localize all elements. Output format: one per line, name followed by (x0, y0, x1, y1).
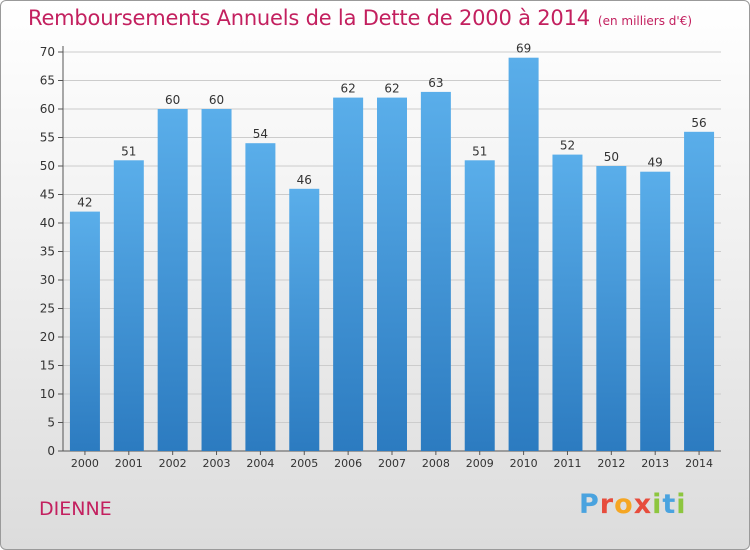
y-tick-label: 15 (40, 359, 55, 373)
logo-letter: i (676, 489, 687, 520)
logo-letter: x (633, 489, 653, 520)
x-tick-label: 2000 (71, 457, 99, 470)
bar (289, 188, 320, 452)
data-label: 60 (165, 93, 180, 107)
proxiti-logo: Proxiti (579, 489, 687, 520)
bar (245, 143, 276, 451)
y-tick-label: 40 (40, 216, 55, 230)
x-tick-label: 2010 (510, 457, 538, 470)
x-tick-label: 2001 (115, 457, 143, 470)
x-tick-label: 2002 (159, 457, 187, 470)
data-label: 52 (560, 139, 575, 153)
y-tick-label: 60 (40, 102, 55, 116)
logo-letter: r (599, 489, 615, 520)
data-label: 42 (77, 196, 92, 210)
bar (596, 166, 627, 451)
x-tick-label: 2003 (203, 457, 231, 470)
data-label: 56 (691, 116, 706, 130)
data-label: 51 (121, 144, 136, 158)
y-tick-label: 20 (40, 330, 55, 344)
chart-unit: (en milliers d'€) (597, 14, 693, 28)
bar (157, 109, 188, 451)
y-tick-label: 50 (40, 159, 55, 173)
x-tick-label: 2011 (553, 457, 581, 470)
logo-letter: P (579, 489, 600, 520)
bar (552, 154, 583, 451)
logo-letter: o (614, 489, 634, 520)
x-tick-label: 2014 (685, 457, 713, 470)
bar (640, 171, 671, 451)
data-label: 62 (384, 82, 399, 96)
x-tick-label: 2008 (422, 457, 450, 470)
x-tick-label: 2007 (378, 457, 406, 470)
bar (201, 109, 232, 451)
logo-letter: t (662, 489, 677, 520)
x-tick-label: 2012 (597, 457, 625, 470)
y-tick-label: 45 (40, 188, 55, 202)
bar (464, 160, 495, 452)
bar (69, 211, 100, 451)
data-label: 69 (516, 42, 531, 56)
y-tick-label: 65 (40, 74, 55, 88)
data-label: 63 (428, 76, 443, 90)
chart-title: Remboursements Annuels de la Dette de 20… (28, 6, 692, 30)
y-tick-label: 55 (40, 131, 55, 145)
y-tick-label: 5 (47, 416, 55, 430)
x-tick-label: 2005 (290, 457, 318, 470)
x-tick-label: 2006 (334, 457, 362, 470)
y-tick-label: 25 (40, 302, 55, 316)
y-tick-label: 10 (40, 387, 55, 401)
data-label: 46 (297, 173, 312, 187)
y-tick-label: 70 (40, 45, 55, 59)
bar (684, 131, 715, 452)
x-tick-label: 2013 (641, 457, 669, 470)
y-tick-label: 30 (40, 273, 55, 287)
y-tick-label: 35 (40, 245, 55, 259)
chart-title-text: Remboursements Annuels de la Dette de 20… (28, 6, 590, 30)
data-label: 62 (340, 82, 355, 96)
x-tick-label: 2004 (246, 457, 274, 470)
data-label: 50 (604, 150, 619, 164)
bar (377, 97, 407, 451)
place-name: DIENNE (39, 498, 112, 520)
bar (508, 57, 539, 451)
data-label: 54 (253, 127, 268, 141)
y-tick-label: 0 (47, 444, 55, 458)
data-label: 49 (648, 156, 663, 170)
bar (333, 97, 364, 451)
x-tick-label: 2009 (466, 457, 494, 470)
bar (420, 91, 451, 452)
bar (113, 160, 144, 452)
data-label: 51 (472, 144, 487, 158)
logo-letter: i (652, 489, 663, 520)
data-label: 60 (209, 93, 224, 107)
